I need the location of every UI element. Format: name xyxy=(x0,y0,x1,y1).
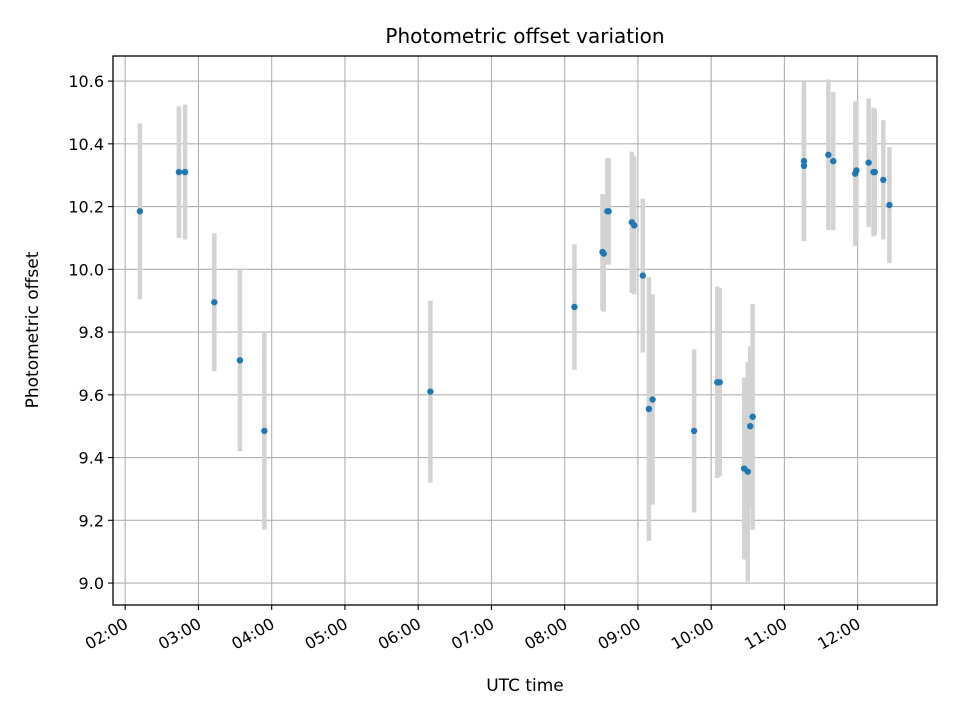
y-axis: 9.0 9.2 9.4 9.6 9.8 10.0 10.2 10.4 10.6 xyxy=(68,72,113,593)
data-point xyxy=(427,388,434,395)
data-point xyxy=(747,422,754,430)
plot-frame xyxy=(112,55,938,606)
data-point xyxy=(649,396,656,403)
y-tick-label: 9.2 xyxy=(79,511,104,530)
data-point xyxy=(181,168,189,176)
y-tick-label: 9.6 xyxy=(79,386,104,405)
y-axis-label: Photometric offset xyxy=(23,251,43,408)
data-point xyxy=(645,405,653,413)
x-axis-label: UTC time xyxy=(486,676,564,696)
data-point xyxy=(136,208,144,215)
data-point xyxy=(853,167,860,174)
y-tick-label: 10.6 xyxy=(68,72,104,91)
data-point xyxy=(690,427,698,435)
data-point xyxy=(716,379,723,386)
y-tick-label: 10.2 xyxy=(68,198,104,217)
data-point xyxy=(749,413,756,420)
y-tick-label: 9.4 xyxy=(79,449,104,468)
data-point xyxy=(631,222,638,229)
y-tick-label: 10.4 xyxy=(68,135,104,154)
data-points xyxy=(136,151,893,475)
data-point xyxy=(211,299,218,306)
data-point xyxy=(175,168,183,176)
y-tick-label: 9.8 xyxy=(79,323,104,342)
data-point xyxy=(600,250,607,257)
data-point xyxy=(830,157,837,165)
data-point xyxy=(871,168,878,176)
data-point xyxy=(800,162,808,169)
y-tick-label: 9.0 xyxy=(79,574,104,593)
data-point xyxy=(571,303,578,311)
data-point xyxy=(261,427,268,435)
data-point xyxy=(639,272,647,279)
y-tick-label: 10.0 xyxy=(68,260,104,279)
data-point xyxy=(744,468,751,475)
data-point xyxy=(800,157,808,165)
data-point xyxy=(236,357,244,364)
chart-title: Photometric offset variation xyxy=(385,24,664,48)
data-point xyxy=(825,151,832,159)
data-point xyxy=(886,201,893,209)
data-point xyxy=(605,208,612,215)
data-point xyxy=(880,176,887,184)
data-point xyxy=(865,159,872,166)
